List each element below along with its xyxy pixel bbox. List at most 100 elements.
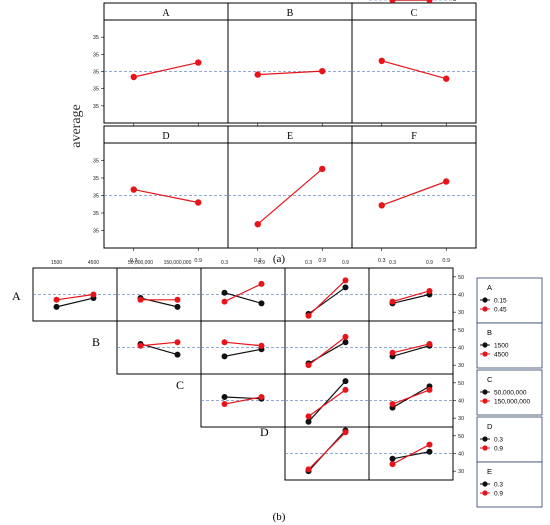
black-series-point <box>342 378 349 385</box>
red-series-line <box>392 290 430 303</box>
y-tick-label: 35 <box>93 176 99 182</box>
y-tick-label: 35 <box>93 159 99 165</box>
caption-a: (a) <box>273 253 286 265</box>
red-series-line <box>224 283 262 303</box>
legend-title: B <box>487 328 492 337</box>
row-label: A <box>12 289 21 303</box>
red-series-point <box>426 0 433 3</box>
facet-title: E <box>287 131 293 142</box>
black-series-point <box>221 393 228 400</box>
y-tick-label: 35 <box>93 211 99 217</box>
red-series-point <box>389 461 396 468</box>
y-axis-title: average <box>69 104 84 148</box>
data-point <box>319 165 326 173</box>
legend-item-label: 0.3 <box>494 482 503 489</box>
main-effects-panel: A0.150.453535353535B15004500C50,000,0001… <box>93 2 477 264</box>
facet-title: F <box>411 131 417 142</box>
red-series-point <box>137 342 144 349</box>
black-series-point <box>389 455 396 462</box>
legend-red-swatch <box>482 398 488 404</box>
red-series-line <box>392 389 430 405</box>
red-series-point <box>389 349 396 356</box>
red-series-point <box>389 401 396 408</box>
column-tick-label: 0.3 <box>389 260 396 266</box>
red-series-point <box>258 393 265 400</box>
red-series-line <box>224 396 262 405</box>
black-series-point <box>342 284 349 291</box>
data-point <box>378 57 385 65</box>
legend-black-swatch <box>482 297 488 303</box>
red-series-point <box>305 413 312 420</box>
red-series-point <box>221 339 228 346</box>
red-series-point <box>426 441 433 448</box>
row-label: C <box>176 378 184 392</box>
column-tick-label: 0.9 <box>342 260 349 266</box>
data-point <box>195 199 202 206</box>
red-series-line <box>308 389 346 417</box>
red-series-point <box>137 296 144 303</box>
legend-item-label: 0.15 <box>494 298 507 305</box>
black-series-point <box>305 418 312 425</box>
red-series-point <box>53 296 60 303</box>
legend-item-label: 0.9 <box>494 446 503 453</box>
data-point <box>254 221 261 228</box>
data-point <box>130 186 137 193</box>
legend-item-label: 4500 <box>494 352 509 359</box>
data-point <box>319 67 326 75</box>
red-series-line <box>392 343 430 354</box>
legend-black-swatch <box>482 481 488 487</box>
data-point <box>443 178 450 185</box>
y-tick-label: 30 <box>458 0 464 2</box>
black-series-point <box>174 351 181 358</box>
black-series-point <box>426 448 433 455</box>
legend-item-label: 0.45 <box>494 307 507 314</box>
y-tick-label: 50 <box>458 275 464 281</box>
legend-item-label: 1500 <box>494 343 509 350</box>
y-tick-label: 35 <box>93 229 99 235</box>
y-tick-label: 30 <box>458 310 464 316</box>
legend-title: C <box>487 375 493 384</box>
red-series-point <box>342 277 349 284</box>
y-tick-label: 35 <box>93 87 99 93</box>
column-tick-label: 0.3 <box>305 260 312 266</box>
data-point <box>130 73 137 81</box>
caption-b: (b) <box>273 511 286 523</box>
red-series-point <box>342 333 349 340</box>
y-tick-label: 35 <box>93 104 99 110</box>
red-series-point <box>174 339 181 346</box>
y-tick-label: 40 <box>458 399 464 405</box>
legend-item-label: 0.9 <box>494 491 503 498</box>
black-series-point <box>174 303 181 310</box>
black-series-point <box>221 289 228 296</box>
red-series-point <box>342 429 349 436</box>
y-tick-label: 50 <box>458 381 464 387</box>
legend-black-swatch <box>482 389 488 395</box>
black-series-line <box>308 380 346 423</box>
main-effect-line <box>133 61 199 78</box>
column-tick-label: 0.3 <box>221 260 228 266</box>
black-series-point <box>53 303 60 310</box>
y-tick-label: 35 <box>93 194 99 200</box>
facet-title: D <box>162 131 169 142</box>
red-series-point <box>342 386 349 393</box>
data-point <box>378 202 385 209</box>
legend-title: E <box>487 467 492 476</box>
red-series-line <box>56 293 94 301</box>
red-series-point <box>90 291 97 298</box>
x-tick-label: 0.9 <box>442 258 450 264</box>
legend-red-swatch <box>482 306 488 312</box>
main-effect-line <box>257 70 323 76</box>
red-series-line <box>308 279 346 317</box>
red-series-point <box>305 362 312 369</box>
black-series-point <box>342 339 349 346</box>
black-series-point <box>221 353 228 360</box>
red-series-point <box>221 298 228 305</box>
interaction-panel: 1500 4500 50,000,000 150,000,000 0.3 0.9 0.3 0.… <box>12 0 464 483</box>
y-tick-label: 35 <box>93 52 99 58</box>
red-series-point <box>174 296 181 303</box>
main-effect-line <box>257 168 323 225</box>
x-tick-label: 0.9 <box>194 258 202 264</box>
legend-red-swatch <box>482 351 488 357</box>
red-series-line <box>308 336 346 366</box>
column-tick-label: 0.9 <box>258 260 265 266</box>
